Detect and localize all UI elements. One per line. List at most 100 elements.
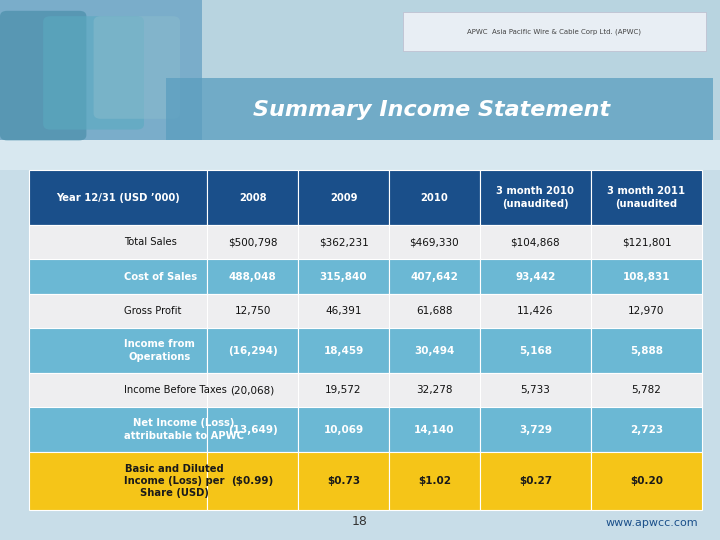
FancyBboxPatch shape (166, 78, 713, 140)
Text: $0.73: $0.73 (327, 476, 360, 486)
FancyBboxPatch shape (591, 407, 702, 452)
FancyBboxPatch shape (0, 11, 86, 140)
Text: Total Sales: Total Sales (124, 237, 176, 247)
Text: $121,801: $121,801 (621, 237, 671, 247)
Text: $500,798: $500,798 (228, 237, 277, 247)
FancyBboxPatch shape (298, 259, 389, 294)
Text: 3 month 2011
(unaudited: 3 month 2011 (unaudited (608, 186, 685, 209)
Text: 3 month 2010
(unaudited): 3 month 2010 (unaudited) (497, 186, 575, 209)
Text: 18,459: 18,459 (323, 346, 364, 355)
FancyBboxPatch shape (389, 294, 480, 328)
FancyBboxPatch shape (298, 328, 389, 373)
Text: 19,572: 19,572 (325, 385, 361, 395)
FancyBboxPatch shape (207, 373, 298, 407)
Text: (20,068): (20,068) (230, 385, 275, 395)
FancyBboxPatch shape (29, 294, 207, 328)
FancyBboxPatch shape (94, 16, 180, 119)
Text: Cost of Sales: Cost of Sales (124, 272, 197, 282)
FancyBboxPatch shape (591, 225, 702, 259)
FancyBboxPatch shape (480, 225, 591, 259)
FancyBboxPatch shape (207, 452, 298, 510)
FancyBboxPatch shape (29, 170, 207, 225)
Text: 315,840: 315,840 (320, 272, 367, 282)
Text: Income Before Taxes: Income Before Taxes (124, 385, 227, 395)
Text: 5,733: 5,733 (521, 385, 550, 395)
FancyBboxPatch shape (298, 407, 389, 452)
Text: APWC  Asia Pacific Wire & Cable Corp Ltd. (APWC): APWC Asia Pacific Wire & Cable Corp Ltd.… (467, 29, 642, 35)
FancyBboxPatch shape (480, 452, 591, 510)
Text: (13,649): (13,649) (228, 424, 277, 435)
FancyBboxPatch shape (298, 294, 389, 328)
Text: 488,048: 488,048 (229, 272, 276, 282)
Text: $104,868: $104,868 (510, 237, 560, 247)
Text: 18: 18 (352, 515, 368, 528)
Text: 12,970: 12,970 (629, 306, 665, 316)
FancyBboxPatch shape (207, 225, 298, 259)
Text: Year 12/31 (USD ’000): Year 12/31 (USD ’000) (56, 193, 180, 202)
Text: 3,729: 3,729 (519, 424, 552, 435)
Text: $1.02: $1.02 (418, 476, 451, 486)
Text: Gross Profit: Gross Profit (124, 306, 181, 316)
Text: 14,140: 14,140 (414, 424, 454, 435)
FancyBboxPatch shape (591, 170, 702, 225)
FancyBboxPatch shape (0, 140, 720, 170)
FancyBboxPatch shape (29, 328, 207, 373)
FancyBboxPatch shape (298, 373, 389, 407)
Text: $0.20: $0.20 (630, 476, 663, 486)
Text: 5,888: 5,888 (630, 346, 663, 355)
FancyBboxPatch shape (591, 294, 702, 328)
Text: Net Income (Loss)
attributable to APWC: Net Income (Loss) attributable to APWC (124, 418, 244, 441)
Text: 5,168: 5,168 (519, 346, 552, 355)
FancyBboxPatch shape (389, 373, 480, 407)
FancyBboxPatch shape (207, 294, 298, 328)
Text: Basic and Diluted
Income (Loss) per
Share (USD): Basic and Diluted Income (Loss) per Shar… (124, 464, 224, 498)
FancyBboxPatch shape (480, 259, 591, 294)
FancyBboxPatch shape (298, 170, 389, 225)
Text: 2008: 2008 (239, 193, 266, 202)
Text: 2,723: 2,723 (630, 424, 663, 435)
FancyBboxPatch shape (207, 259, 298, 294)
Text: ($0.99): ($0.99) (232, 476, 274, 486)
FancyBboxPatch shape (207, 170, 298, 225)
FancyBboxPatch shape (29, 407, 207, 452)
FancyBboxPatch shape (207, 328, 298, 373)
Text: Income from
Operations: Income from Operations (124, 339, 194, 362)
FancyBboxPatch shape (389, 407, 480, 452)
FancyBboxPatch shape (403, 12, 706, 51)
FancyBboxPatch shape (389, 452, 480, 510)
FancyBboxPatch shape (0, 0, 216, 167)
Text: 2009: 2009 (330, 193, 357, 202)
Text: www.apwcc.com: www.apwcc.com (606, 518, 698, 528)
Text: (16,294): (16,294) (228, 346, 277, 355)
Text: 108,831: 108,831 (623, 272, 670, 282)
Text: 2010: 2010 (420, 193, 449, 202)
Text: 12,750: 12,750 (235, 306, 271, 316)
FancyBboxPatch shape (591, 452, 702, 510)
FancyBboxPatch shape (591, 259, 702, 294)
FancyBboxPatch shape (43, 16, 144, 130)
Text: Summary Income Statement: Summary Income Statement (253, 99, 611, 120)
Text: 46,391: 46,391 (325, 306, 361, 316)
FancyBboxPatch shape (480, 407, 591, 452)
FancyBboxPatch shape (591, 373, 702, 407)
FancyBboxPatch shape (389, 225, 480, 259)
Text: 32,278: 32,278 (416, 385, 453, 395)
Text: 10,069: 10,069 (323, 424, 364, 435)
FancyBboxPatch shape (29, 452, 207, 510)
Text: $469,330: $469,330 (410, 237, 459, 247)
FancyBboxPatch shape (480, 328, 591, 373)
FancyBboxPatch shape (389, 170, 480, 225)
FancyBboxPatch shape (480, 373, 591, 407)
FancyBboxPatch shape (591, 328, 702, 373)
Text: 30,494: 30,494 (414, 346, 454, 355)
Text: 61,688: 61,688 (416, 306, 453, 316)
Text: 5,782: 5,782 (631, 385, 662, 395)
FancyBboxPatch shape (389, 328, 480, 373)
FancyBboxPatch shape (480, 170, 591, 225)
FancyBboxPatch shape (29, 373, 207, 407)
FancyBboxPatch shape (29, 225, 207, 259)
Text: 407,642: 407,642 (410, 272, 459, 282)
FancyBboxPatch shape (207, 407, 298, 452)
Text: $0.27: $0.27 (519, 476, 552, 486)
FancyBboxPatch shape (389, 259, 480, 294)
